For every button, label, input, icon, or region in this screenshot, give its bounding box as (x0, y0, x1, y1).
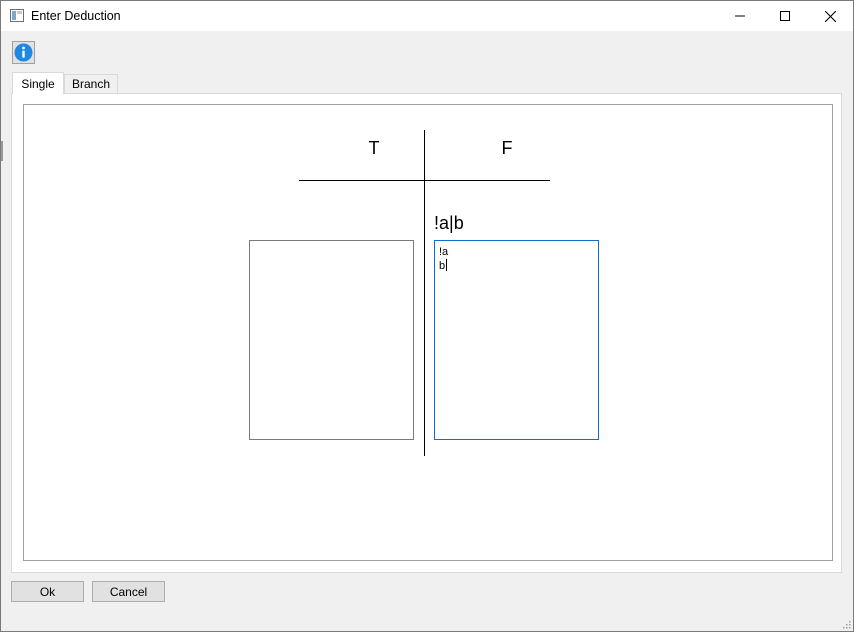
title-bar[interactable]: Enter Deduction (1, 1, 853, 31)
window-edge-marker (1, 141, 3, 161)
tab-panel-single: T F !a|b !a b (11, 93, 842, 573)
true-side-textarea[interactable] (249, 240, 414, 440)
ok-button[interactable]: Ok (11, 581, 84, 602)
false-column-header: F (501, 138, 513, 158)
deduction-canvas: T F !a|b !a b (23, 104, 833, 561)
false-side-text: !a b (439, 246, 449, 272)
resize-grip-icon[interactable] (841, 619, 851, 629)
close-icon (824, 10, 836, 22)
toolbar (1, 31, 853, 71)
false-side-textarea[interactable]: !a b (434, 240, 599, 440)
app-icon (10, 9, 24, 22)
cancel-button[interactable]: Cancel (92, 581, 165, 602)
maximize-button[interactable] (762, 1, 808, 31)
text-caret (446, 258, 448, 271)
tab-branch[interactable]: Branch (64, 74, 118, 93)
maximize-icon (780, 11, 790, 21)
window-title: Enter Deduction (31, 9, 121, 23)
info-button[interactable] (12, 41, 35, 64)
tab-single[interactable]: Single (12, 72, 64, 94)
table-vertical-line (424, 130, 425, 456)
minimize-icon (735, 15, 745, 17)
minimize-button[interactable] (717, 1, 763, 31)
formula-label: !a|b (434, 213, 464, 233)
close-button[interactable] (807, 1, 853, 31)
info-icon (14, 43, 33, 62)
true-column-header: T (368, 138, 380, 158)
